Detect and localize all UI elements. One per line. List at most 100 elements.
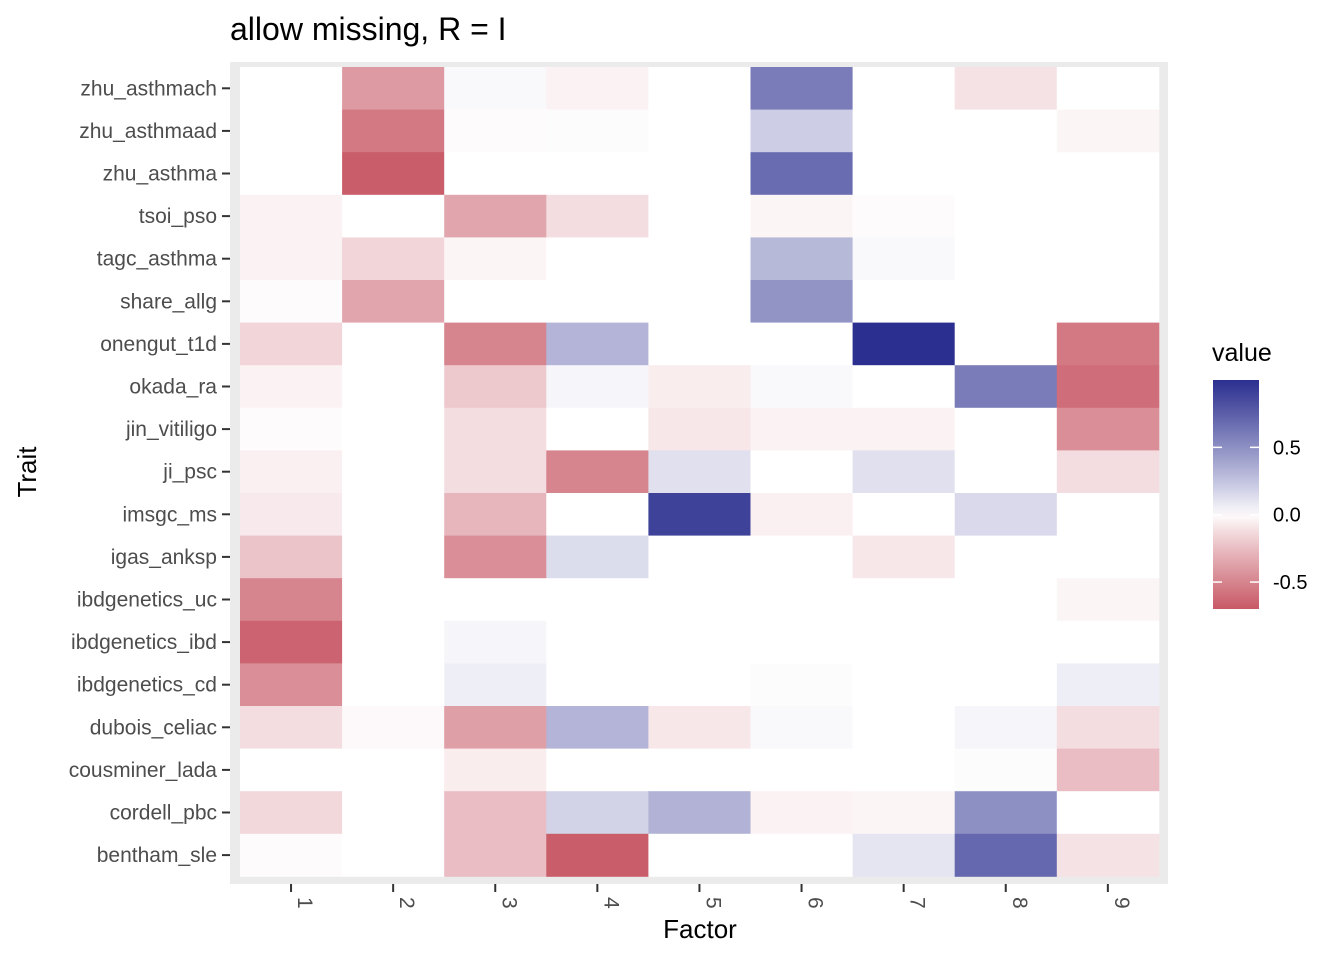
heatmap-cell [954,152,1058,196]
heatmap-cell [648,407,751,451]
heatmap-cell [648,620,751,664]
heatmap-cell [546,450,649,494]
heatmap-cell [240,748,343,792]
legend-tick-label: 0.5 [1273,437,1301,459]
heatmap-cell [342,407,445,451]
heatmap-cell [750,833,853,877]
x-tick-label: 6 [804,897,827,909]
y-tick-label: ibdgenetics_ibd [71,631,217,654]
heatmap-cell [648,791,751,835]
heatmap-cell [852,535,956,579]
heatmap-cell [648,322,751,366]
heatmap-cell [546,706,649,749]
heatmap-cell [546,365,649,409]
heatmap-cell [444,578,547,622]
y-tick-label: tsoi_pso [139,205,217,228]
heatmap-cell [240,152,343,196]
chart-title: allow missing, R = I [230,11,507,47]
x-tick-label: 9 [1110,897,1133,909]
heatmap-cell [1056,493,1160,536]
heatmap-cell [342,67,445,110]
heatmap-cell [954,706,1058,749]
heatmap-cell [444,706,547,749]
heatmap-cell [240,365,343,409]
y-tick-label: ibdgenetics_uc [77,589,217,612]
heatmap-cell [1056,407,1160,451]
legend-colorbar [1213,380,1259,609]
heatmap-cell [444,322,547,366]
heatmap-cell [1056,791,1160,835]
y-tick-label: cordell_pbc [110,802,217,825]
heatmap-cell [852,706,956,749]
heatmap-cell [342,791,445,835]
heatmap-cell [240,620,343,664]
heatmap-cell [852,578,956,622]
heatmap-cell [444,407,547,451]
heatmap-cell [750,67,853,110]
heatmap-cell [240,237,343,281]
heatmap-cell [1056,578,1160,622]
heatmap-cell [1056,194,1160,238]
heatmap-cell [852,407,956,451]
heatmap-cell [852,322,956,366]
heatmap-cell [546,407,649,451]
heatmap-cell [1056,322,1160,366]
heatmap-cell [546,237,649,281]
heatmap-cell [648,493,751,536]
y-tick-label: igas_anksp [111,546,217,569]
heatmap-cell [852,152,956,196]
heatmap-cell [546,67,649,110]
heatmap-cell [852,237,956,281]
heatmap-cell [954,620,1058,664]
heatmap-cell [750,109,853,153]
y-tick-label: cousminer_lada [69,759,218,782]
heatmap-cell [954,407,1058,451]
heatmap-cell [444,748,547,792]
heatmap-cell [750,194,853,238]
heatmap-cell [342,109,445,153]
heatmap-cell [954,237,1058,281]
heatmap-cell [954,493,1058,536]
y-tick-label: bentham_sle [97,844,217,867]
heatmap-cells [240,67,1160,877]
heatmap-cell [240,450,343,494]
heatmap-cell [546,833,649,877]
heatmap-cell [444,833,547,877]
heatmap-cell [342,535,445,579]
heatmap-cell [852,620,956,664]
heatmap-cell [1056,67,1160,110]
heatmap-cell [444,280,547,323]
heatmap-cell [546,663,649,707]
heatmap-cell [750,450,853,494]
heatmap-cell [546,280,649,323]
heatmap-cell [954,322,1058,366]
heatmap-cell [240,109,343,153]
heatmap-cell [240,493,343,536]
heatmap-cell [750,152,853,196]
x-axis: 1 2 3 4 5 6 7 8 9 [290,884,1133,909]
heatmap-cell [546,322,649,366]
x-tick-label: 2 [395,897,418,909]
heatmap-cell [444,152,547,196]
heatmap-cell [342,663,445,707]
heatmap-cell [648,194,751,238]
heatmap-cell [444,109,547,153]
heatmap-cell [648,706,751,749]
heatmap-cell [342,237,445,281]
heatmap-cell [954,280,1058,323]
heatmap-cell [852,194,956,238]
heatmap-cell [954,748,1058,792]
heatmap-cell [546,194,649,238]
heatmap-cell [240,833,343,877]
heatmap-cell [648,280,751,323]
heatmap-cell [852,365,956,409]
heatmap-cell [852,833,956,877]
y-tick-label: ji_psc [162,461,217,484]
legend-tick-label: 0.0 [1273,505,1301,527]
heatmap-cell [954,67,1058,110]
heatmap-cell [954,450,1058,494]
heatmap-cell [444,493,547,536]
heatmap-cell [342,620,445,664]
heatmap-cell [342,450,445,494]
heatmap-cell [342,748,445,792]
